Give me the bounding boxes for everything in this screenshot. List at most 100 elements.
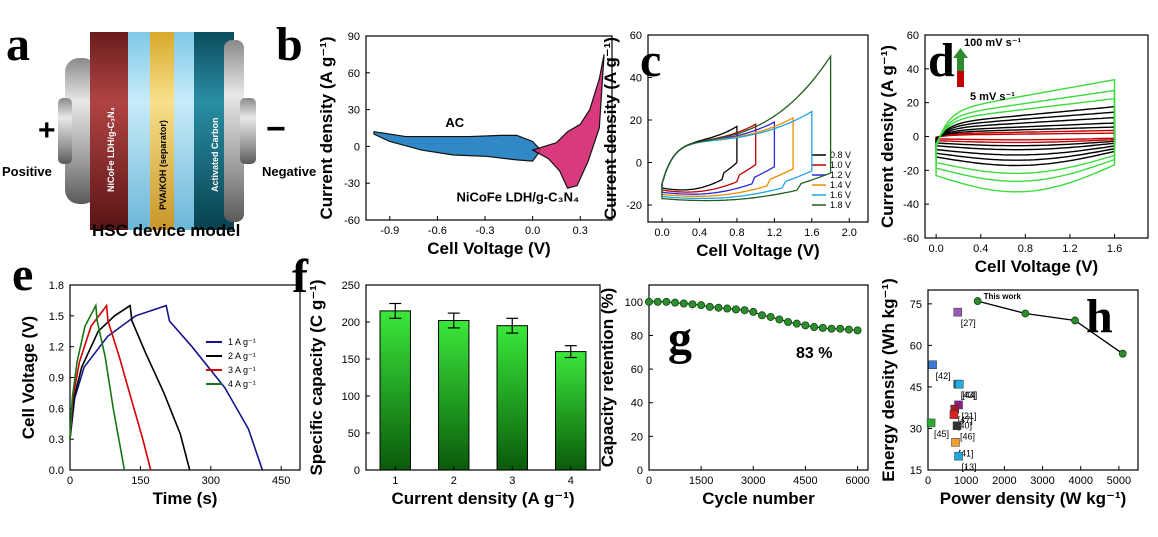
y-tick-label: 1.8: [49, 280, 64, 292]
y-tick-label: 60: [348, 68, 360, 80]
reference-label: [41]: [958, 448, 973, 458]
y-axis-title: Current density (A g⁻¹): [601, 37, 620, 220]
legend-label: 1.0 V: [830, 160, 851, 170]
y-tick-label: 40: [907, 64, 919, 76]
x-tick-label: 0.4: [692, 227, 707, 239]
gcd-curve: [69, 304, 264, 471]
y-tick-label: 100: [625, 297, 643, 309]
plot-frame-e: [69, 284, 301, 471]
retention-point: [810, 323, 819, 332]
device-caption: HSC device model: [92, 221, 240, 240]
y-tick-label: 0.6: [49, 403, 64, 415]
y-tick-label: 75: [910, 299, 922, 311]
y-tick-label: 1.5: [49, 311, 64, 323]
y-tick-label: 150: [342, 354, 360, 366]
reference-marker: [951, 438, 960, 447]
x-tick-label: 150: [131, 475, 149, 487]
cathode-label: NiCoFe LDH/g-C₃N₄: [106, 107, 116, 192]
anode-label: Activated Carbon: [210, 117, 220, 192]
annotation-retention: 83 %: [796, 345, 832, 362]
y-tick-label: 1.2: [49, 342, 64, 354]
this-work-point: [1071, 316, 1079, 325]
y-tick-label: 80: [631, 330, 643, 342]
gcd-curve: [69, 302, 126, 471]
retention-point: [705, 302, 714, 311]
y-axis-title: Energy density (Wh kg⁻¹): [879, 278, 898, 482]
legend-label: 1.6 V: [830, 190, 851, 200]
reference-label: [13]: [962, 462, 977, 472]
y-tick-label: -20: [903, 165, 919, 177]
x-tick-label: 1.2: [1062, 243, 1077, 255]
x-tick-label: 3000: [741, 475, 765, 487]
x-tick-label: 0.0: [654, 227, 669, 239]
x-axis-title: Time (s): [153, 489, 218, 508]
gcd-curve: [69, 303, 152, 471]
y-tick-label: -20: [626, 200, 642, 212]
retention-point: [836, 324, 845, 333]
y-tick-label: 20: [907, 98, 919, 110]
legend-label: 4 A g⁻¹: [228, 379, 256, 389]
legend-label: 1 A g⁻¹: [228, 337, 256, 347]
panel-letter-c: c: [640, 34, 661, 87]
reference-marker: [928, 360, 937, 370]
electrolyte-right: [174, 32, 194, 230]
y-tick-label: 30: [910, 423, 922, 435]
x-tick-label: 0.0: [525, 225, 540, 237]
y-tick-label: 60: [631, 364, 643, 376]
cv-loop-18V: [661, 54, 832, 202]
retention-point: [740, 306, 749, 315]
gcd-curve: [69, 304, 191, 471]
this-work-point: [973, 297, 982, 305]
cv-scan-loop: [935, 78, 1116, 193]
bar-3: [496, 325, 528, 471]
y-tick-label: 0.0: [49, 465, 64, 477]
chart-f: 0 50 100 150 200 250 Current density (A g⁻¹) Sp…: [307, 279, 601, 508]
reference-label: [40]: [957, 421, 972, 431]
plus-sign: +: [38, 114, 56, 147]
plot-frame-g: [648, 284, 869, 471]
chart-e: 0 150 300 450 0.0 0.3 0.6 0.9 1.2 1.5 1.8 Time (s) C…: [19, 280, 301, 508]
reference-marker: [949, 410, 959, 419]
cv-loop-16V: [661, 110, 813, 200]
x-tick-label: 0: [646, 475, 652, 487]
reference-marker: [953, 307, 963, 317]
cathode-layer: [90, 32, 128, 230]
retention-point: [653, 297, 662, 306]
panel-letter-h: h: [1086, 290, 1113, 343]
left-end-cap: [65, 58, 97, 204]
retention-point: [688, 300, 697, 309]
y-tick-label: 30: [348, 105, 360, 117]
cv-area-ac: [373, 130, 542, 162]
chart-c: 0.0 0.4 0.8 1.2 1.6 2.0 -20 0 20 40 60 Cell Voltage…: [601, 30, 869, 260]
x-tick-label: 450: [272, 475, 290, 487]
retention-point: [671, 298, 680, 307]
scan-rate-arrow-low: [957, 71, 964, 87]
y-tick-label: 40: [631, 398, 643, 410]
right-end-cap: [224, 40, 244, 222]
x-axis-title: Cycle number: [702, 489, 815, 508]
reference-marker: [952, 421, 962, 430]
positive-label: Positive: [2, 164, 52, 179]
x-tick-label: 2.0: [842, 227, 857, 239]
x-tick-label: 2: [451, 475, 457, 487]
y-tick-label: 20: [630, 115, 642, 127]
reference-marker: [954, 451, 963, 461]
y-tick-label: 0.9: [49, 373, 64, 385]
retention-point: [749, 307, 758, 316]
panel-letter-f: f: [292, 250, 309, 303]
x-tick-label: 1000: [954, 475, 978, 487]
y-tick-label: 90: [348, 31, 360, 43]
y-axis-title: Specific capacity (C g⁻¹): [307, 279, 326, 475]
x-tick-label: 5000: [1107, 475, 1131, 487]
x-tick-label: 1.6: [804, 227, 819, 239]
retention-point: [697, 301, 706, 310]
y-axis-title: Current density (A g⁻¹): [317, 36, 336, 219]
retention-point: [662, 297, 671, 306]
retention-point: [827, 324, 836, 333]
reference-label: [44]: [962, 390, 977, 400]
this-work-line: [977, 300, 1124, 355]
y-tick-label: 0: [354, 465, 360, 477]
x-axis-title: Cell Voltage (V): [696, 241, 819, 260]
legend-label: 0.8 V: [830, 150, 851, 160]
